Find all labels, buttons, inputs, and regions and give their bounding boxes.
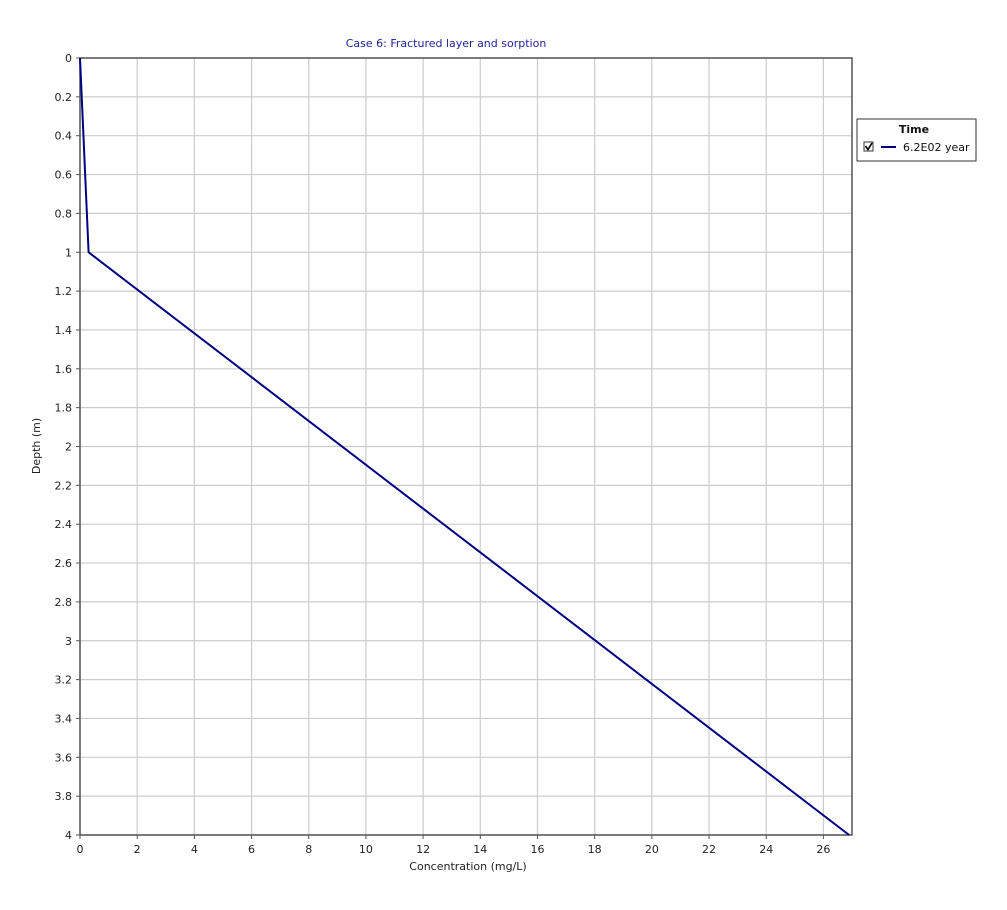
x-tick-label: 0 — [77, 843, 84, 856]
y-tick-label: 4 — [65, 829, 72, 842]
y-axis-title: Depth (m) — [30, 418, 43, 474]
x-axis-title: Concentration (mg/L) — [409, 860, 526, 873]
x-tick-label: 20 — [645, 843, 659, 856]
y-tick-label: 3.6 — [55, 751, 73, 764]
x-tick-label: 18 — [588, 843, 602, 856]
y-tick-label: 2.8 — [55, 596, 73, 609]
legend-checkbox[interactable] — [863, 141, 874, 152]
y-tick-label: 1.8 — [55, 402, 73, 415]
y-tick-label: 2.4 — [55, 518, 73, 531]
y-tick-label: 0.2 — [55, 91, 73, 104]
y-tick-label: 1.4 — [55, 324, 73, 337]
series-line — [79, 57, 850, 836]
check-icon — [864, 142, 873, 151]
legend-checkbox-box[interactable] — [863, 141, 874, 152]
legend-box — [856, 118, 977, 162]
x-tick-label: 6 — [248, 843, 255, 856]
legend: Time 6.2E02 year — [856, 118, 977, 162]
y-tick-label: 2.2 — [55, 479, 73, 492]
x-tick-label: 26 — [816, 843, 830, 856]
x-tick-label: 24 — [759, 843, 773, 856]
grid-lines — [79, 57, 852, 836]
x-tick-label: 12 — [416, 843, 430, 856]
y-tick-label: 3.8 — [55, 790, 73, 803]
y-tick-label: 3.2 — [55, 674, 73, 687]
legend-series-label: 6.2E02 year — [903, 141, 970, 154]
y-tick-label: 3.4 — [55, 712, 73, 725]
x-tick-label: 4 — [191, 843, 198, 856]
y-tick-label: 2.6 — [55, 557, 73, 570]
x-tick-label: 16 — [530, 843, 544, 856]
x-axis-ticks: 0 2 4 6 8 10 12 14 16 18 20 22 24 26 — [77, 835, 830, 856]
y-tick-label: 1.2 — [55, 285, 73, 298]
y-tick-label: 1.6 — [55, 363, 73, 376]
y-tick-label: 2 — [65, 441, 72, 454]
x-tick-label: 8 — [305, 843, 312, 856]
y-tick-label: 0.6 — [55, 169, 73, 182]
y-tick-label: 1 — [65, 246, 72, 259]
chart-title: Case 6: Fractured layer and sorption — [346, 37, 547, 50]
y-tick-label: 0.4 — [55, 130, 73, 143]
x-tick-label: 14 — [473, 843, 487, 856]
y-tick-label: 0.8 — [55, 207, 73, 220]
y-tick-label: 0 — [65, 52, 72, 65]
y-axis-ticks: 0 0.2 0.4 0.6 0.8 1 1.2 1.4 1.6 1.8 2 2.2 2.4 2.6 2.8 3… — [55, 52, 80, 842]
x-tick-label: 2 — [134, 843, 141, 856]
y-tick-label: 3 — [65, 635, 72, 648]
x-tick-label: 10 — [359, 843, 373, 856]
series-lines — [79, 57, 850, 836]
legend-title: Time — [899, 123, 929, 136]
x-tick-label: 22 — [702, 843, 716, 856]
